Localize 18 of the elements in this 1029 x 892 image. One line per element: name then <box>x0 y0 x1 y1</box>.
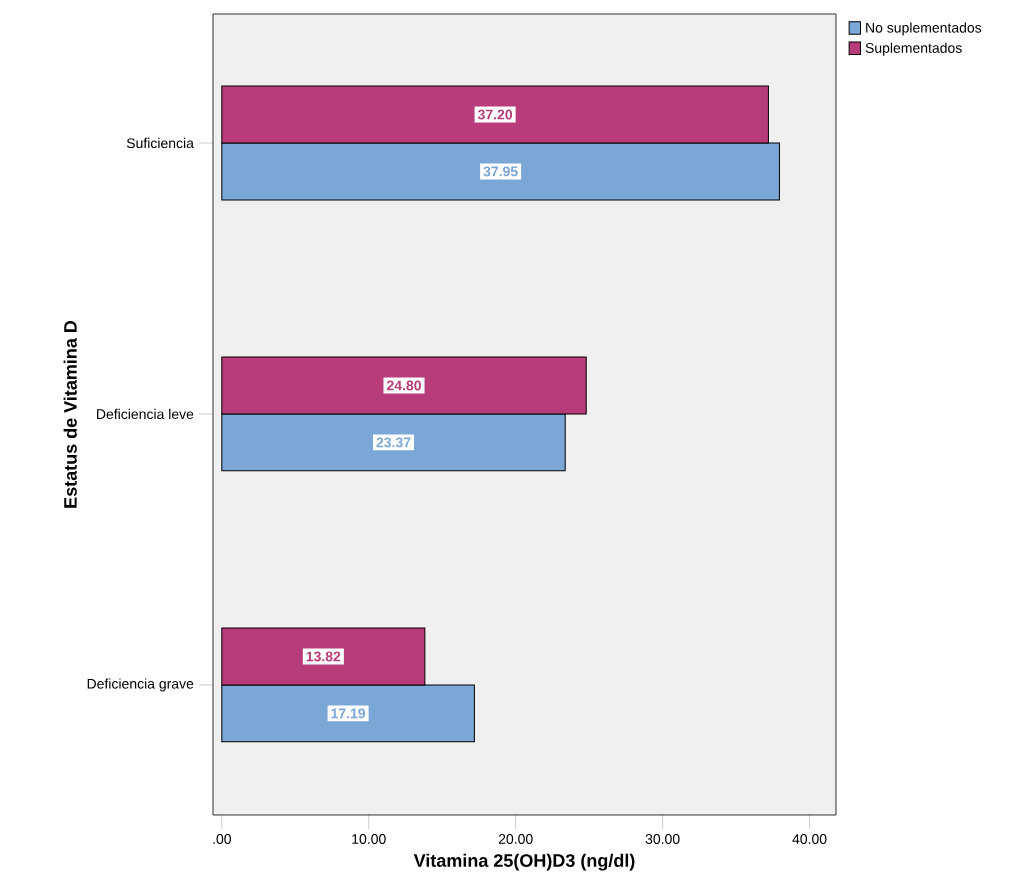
x-axis-title: Vitamina 25(OH)D3 (ng/dl) <box>413 853 635 871</box>
data-label: 37.20 <box>477 109 513 120</box>
data-label: 17.19 <box>331 708 366 719</box>
data-label: 13.82 <box>306 651 341 662</box>
y-tick-label: Suficiencia <box>126 137 194 149</box>
data-label: 24.80 <box>386 380 421 391</box>
data-label: 23.37 <box>376 437 411 448</box>
x-tick-label: 30.00 <box>645 834 680 844</box>
legend-label: No suplementados <box>866 22 982 36</box>
y-tick-label: Deficiencia leve <box>97 408 194 420</box>
y-tick-label: Deficiencia grave <box>87 678 194 692</box>
y-axis-title: Estatus de Vitamina D <box>63 320 77 508</box>
x-tick-label: 20.00 <box>498 834 533 844</box>
x-tick-label: .00 <box>213 834 232 844</box>
legend-label: Suplementados <box>865 42 962 56</box>
x-tick-label: 40.00 <box>792 834 827 844</box>
x-tick-label: 10.00 <box>352 834 386 844</box>
data-label: 37.95 <box>483 166 518 177</box>
